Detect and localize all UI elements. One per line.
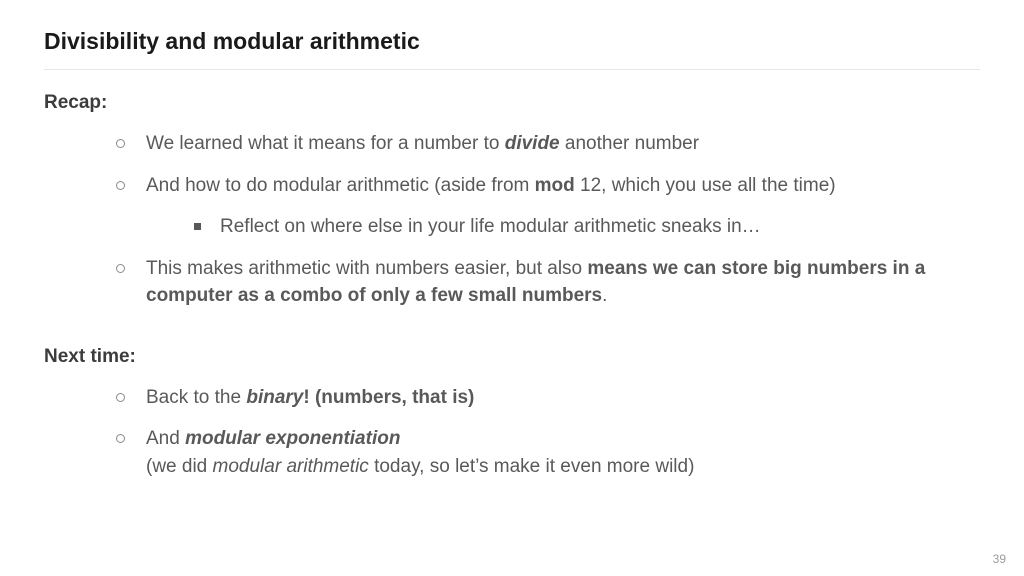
next-heading: Next time: xyxy=(44,346,980,368)
list-item: This makes arithmetic with numbers easie… xyxy=(116,255,980,310)
list-item: Back to the binary! (numbers, that is) xyxy=(116,384,980,412)
text-bold: mod xyxy=(535,175,575,196)
list-item: And modular exponentiation (we did modul… xyxy=(116,425,980,480)
text: This makes arithmetic with numbers easie… xyxy=(146,258,587,279)
text: Back to the xyxy=(146,387,246,408)
recap-sublist: Reflect on where else in your life modul… xyxy=(194,213,980,241)
text: today, so let’s make it even more wild) xyxy=(369,456,695,477)
list-item: We learned what it means for a number to… xyxy=(116,130,980,158)
text: . xyxy=(602,285,607,306)
recap-heading: Recap: xyxy=(44,92,980,114)
slide-title: Divisibility and modular arithmetic xyxy=(44,28,980,70)
text-italic: modular arithmetic xyxy=(213,456,369,477)
next-list: Back to the binary! (numbers, that is) A… xyxy=(116,384,980,481)
text: We learned what it means for a number to xyxy=(146,133,505,154)
text: (we did xyxy=(146,456,213,477)
text-bold: ! (numbers, that is) xyxy=(303,387,474,408)
text-em: modular exponentiation xyxy=(185,428,400,449)
text-em: binary xyxy=(246,387,303,408)
page-number: 39 xyxy=(993,552,1006,566)
text: Reflect on where else in your life modul… xyxy=(220,216,761,237)
recap-list: We learned what it means for a number to… xyxy=(116,130,980,310)
text-em: divide xyxy=(505,133,560,154)
text: And xyxy=(146,428,185,449)
text: And how to do modular arithmetic (aside … xyxy=(146,175,535,196)
text: another number xyxy=(560,133,699,154)
list-item: Reflect on where else in your life modul… xyxy=(194,213,980,241)
text: 12, which you use all the time) xyxy=(575,175,836,196)
list-item: And how to do modular arithmetic (aside … xyxy=(116,172,980,241)
